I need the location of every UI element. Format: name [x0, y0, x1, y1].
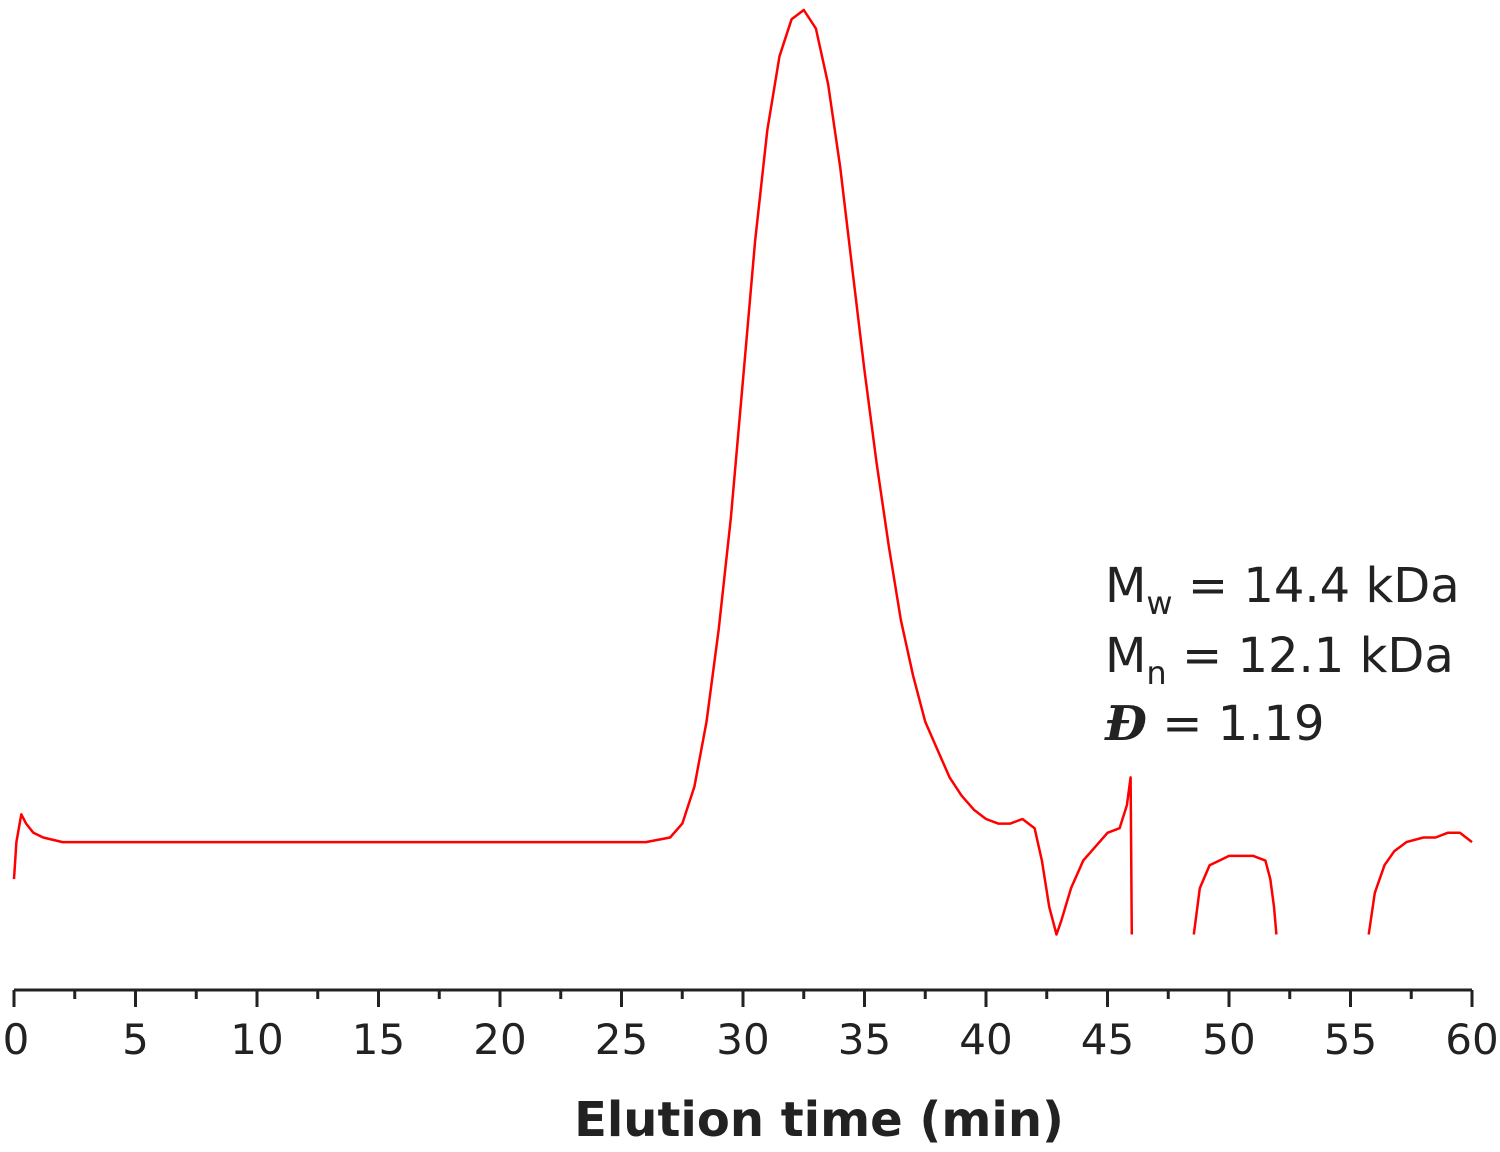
stat-value: = 12.1 kDa	[1167, 628, 1454, 684]
data-line-segment	[12, 8, 1134, 936]
stat-line: Mn = 12.1 kDa	[1105, 628, 1454, 692]
x-tick-label: 40	[959, 1015, 1012, 1064]
data-line-segment	[1192, 854, 1278, 935]
stat-symbol: Đ	[1104, 696, 1147, 752]
x-axis-title: Elution time (min)	[574, 1092, 1064, 1148]
stat-line: Mw = 14.4 kDa	[1105, 558, 1460, 622]
x-tick-label: 0	[3, 1015, 30, 1064]
x-axis: 0 5 10 15 20 25 30 35 40 45 50 55 60	[3, 988, 1499, 1064]
x-tick-label: 60	[1445, 1015, 1498, 1064]
plot-area	[12, 8, 1473, 936]
x-tick-label: 35	[838, 1015, 891, 1064]
x-tick-label: 55	[1324, 1015, 1377, 1064]
stat-value: = 1.19	[1147, 696, 1325, 752]
x-tick-label: 30	[716, 1015, 769, 1064]
stat-subscript: n	[1146, 654, 1166, 692]
x-tick-label: 5	[122, 1015, 149, 1064]
stat-symbol: M	[1105, 558, 1146, 614]
x-tick-label: 45	[1081, 1015, 1134, 1064]
stat-line: Đ = 1.19	[1104, 696, 1325, 752]
stat-value: = 14.4 kDa	[1173, 558, 1460, 614]
x-tick-label: 50	[1202, 1015, 1255, 1064]
x-tick-label: 25	[595, 1015, 648, 1064]
x-tick-label: 15	[352, 1015, 405, 1064]
x-tick-label: 20	[473, 1015, 526, 1064]
stat-symbol: M	[1105, 628, 1146, 684]
stat-subscript: w	[1146, 584, 1172, 622]
x-tick-label: 10	[230, 1015, 283, 1064]
data-line-segment	[1367, 831, 1473, 935]
